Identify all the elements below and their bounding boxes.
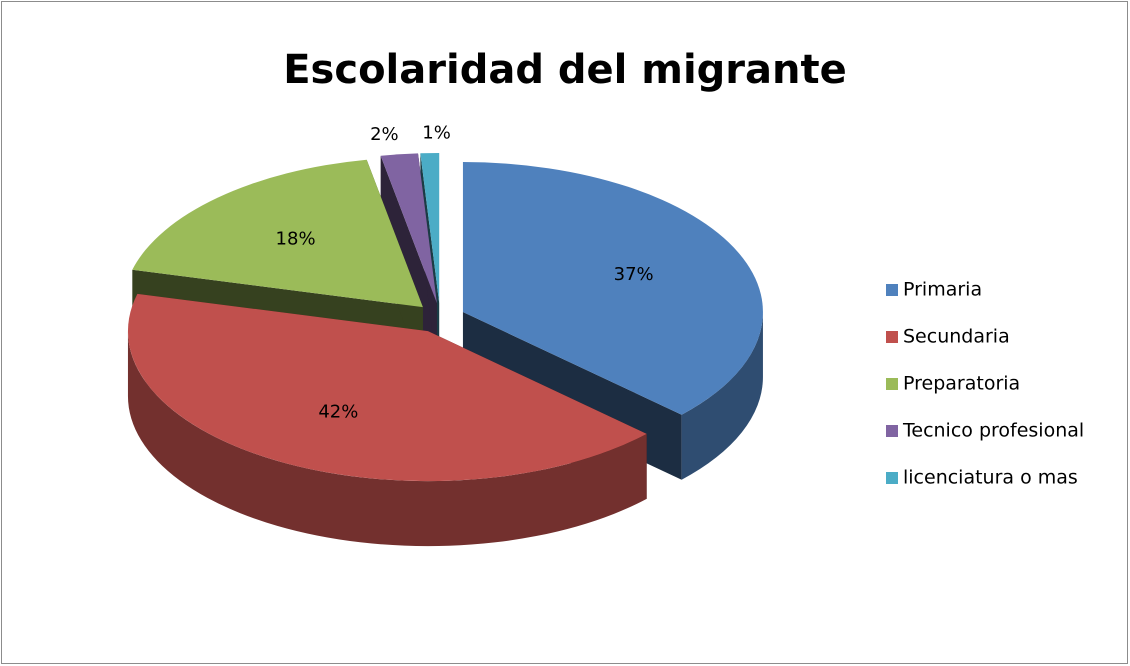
- slice-wall: [127, 331, 647, 547]
- data-label: 42%: [318, 402, 358, 423]
- data-label: 2%: [370, 124, 399, 145]
- data-label: 18%: [276, 228, 316, 249]
- slice: [132, 159, 423, 308]
- legend-swatch: [886, 284, 898, 296]
- legend-label: Preparatoria: [903, 373, 1020, 395]
- slice-wall: [681, 312, 763, 480]
- legend-swatch: [886, 331, 898, 343]
- legend-label: licenciatura o mas: [903, 467, 1078, 489]
- data-label: 1%: [422, 123, 451, 144]
- slice: [462, 162, 763, 415]
- legend-label: Primaria: [903, 279, 982, 301]
- slice: [127, 293, 647, 482]
- data-label: 37%: [614, 264, 654, 285]
- legend-swatch: [886, 425, 898, 437]
- legend-swatch: [886, 472, 898, 484]
- legend-label: Tecnico profesional: [902, 420, 1084, 442]
- chart-title: Escolaridad del migrante: [283, 47, 847, 93]
- slice: [420, 153, 440, 304]
- legend-label: Secundaria: [903, 326, 1010, 348]
- slice: [380, 153, 437, 304]
- legend-swatch: [886, 378, 898, 390]
